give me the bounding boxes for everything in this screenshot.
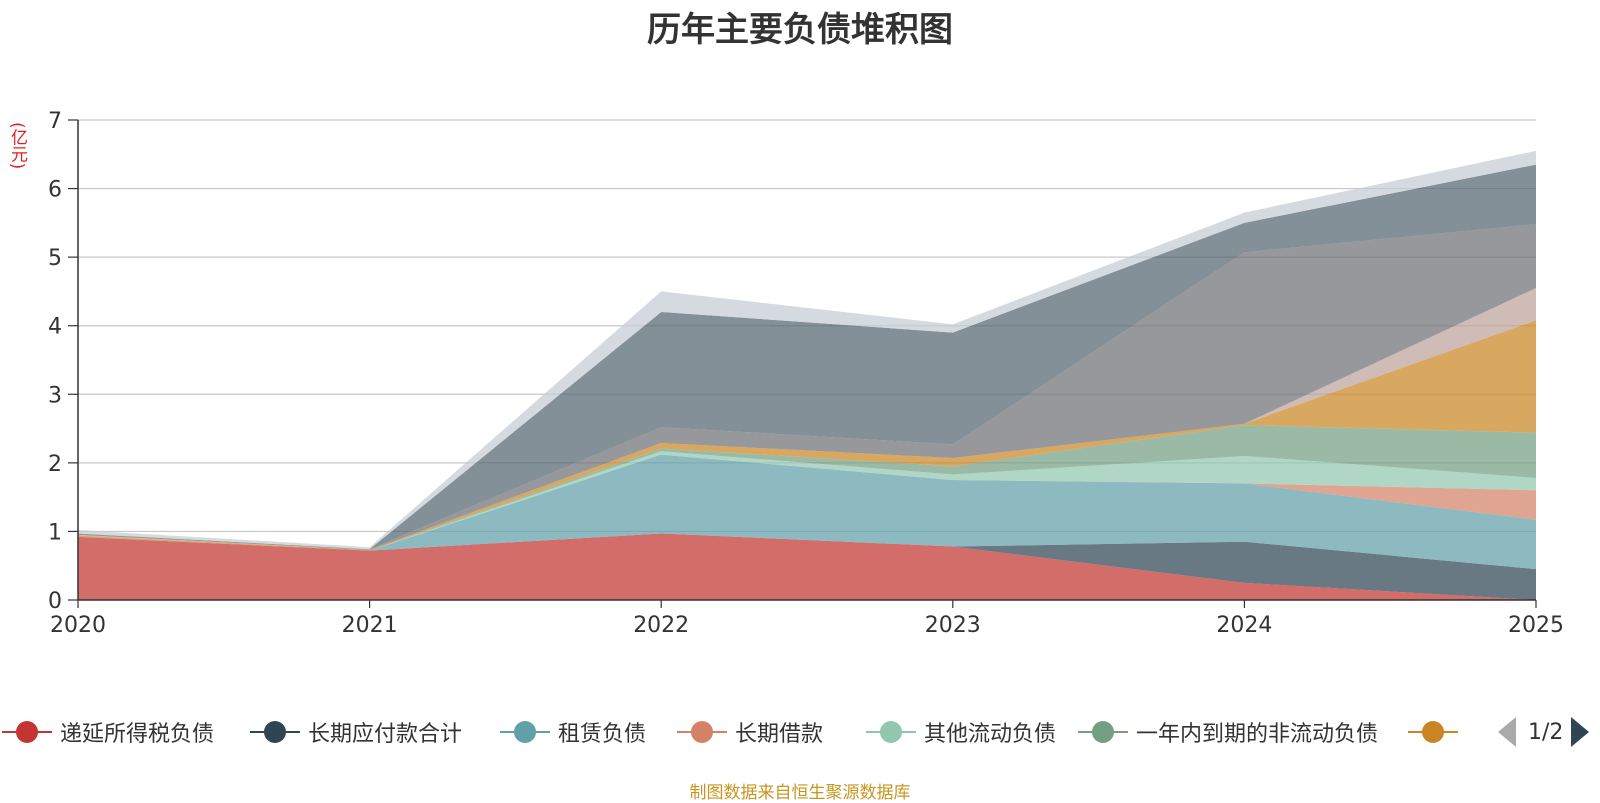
area-series: [78, 150, 1536, 600]
legend: 递延所得税负债 长期应付款合计 租赁负债 长期借款 其他流动负债 一年内到期的非流动负债: [0, 712, 1600, 752]
legend-dot-icon: [880, 721, 902, 743]
legend-label: 长期应付款合计: [308, 722, 463, 747]
legend-item-3[interactable]: 长期借款: [677, 712, 823, 752]
chart-title: 历年主要负债堆积图: [647, 10, 953, 50]
legend-label: 租赁负债: [558, 722, 647, 747]
y-axis-unit-label: (亿元): [7, 122, 27, 170]
area-series-10[interactable]: [78, 150, 1536, 550]
legend-marker-icon: [677, 712, 727, 752]
legend-item-0[interactable]: 递延所得税负债: [2, 712, 214, 752]
legend-label: 递延所得税负债: [60, 722, 215, 747]
y-tick-label: 7: [48, 109, 62, 134]
legend-prev-page-icon[interactable]: [1498, 717, 1516, 747]
legend-label: 一年内到期的非流动负债: [1136, 722, 1379, 747]
area-series-9[interactable]: [78, 164, 1536, 550]
legend-dot-icon: [16, 721, 38, 743]
legend-label: 其他流动负债: [924, 722, 1057, 747]
legend-dot-icon: [1422, 721, 1444, 743]
y-tick-label: 4: [48, 315, 62, 340]
area-series-1[interactable]: [78, 533, 1536, 600]
y-tick-label: 0: [48, 589, 62, 614]
area-series-0[interactable]: [78, 533, 1536, 600]
legend-dot-icon: [514, 721, 536, 743]
chart-plot: 0 1 2 3 4 5 6 7 2020 2021 2022 2023 2024 2025: [48, 109, 1564, 638]
legend-item-1[interactable]: 长期应付款合计: [250, 712, 462, 752]
y-tick-label: 1: [48, 520, 62, 545]
axes: [68, 119, 1537, 608]
area-series-5[interactable]: [78, 425, 1536, 551]
legend-dot-icon: [1092, 721, 1114, 743]
legend-dot-icon: [691, 721, 713, 743]
y-tick-label: 2: [48, 452, 62, 477]
area-series-8[interactable]: [78, 224, 1536, 550]
data-source-note: 制图数据来自恒生聚源数据库: [689, 783, 911, 803]
y-tick-label: 5: [48, 246, 62, 271]
legend-item-4[interactable]: 其他流动负债: [866, 712, 1056, 752]
x-tick-label: 2020: [50, 613, 106, 638]
legend-marker-icon: [500, 712, 550, 752]
legend-page-indicator: 1/2: [1528, 719, 1564, 745]
legend-label: 长期借款: [735, 722, 824, 747]
x-tick-label: 2024: [1216, 613, 1272, 638]
legend-marker-icon: [1408, 712, 1458, 752]
legend-next-page-icon[interactable]: [1571, 717, 1590, 747]
x-tick-label: 2025: [1508, 613, 1564, 638]
area-series-4[interactable]: [78, 451, 1536, 551]
x-tick-label: 2022: [633, 613, 689, 638]
legend-marker-icon: [866, 712, 916, 752]
x-tick-label: 2021: [342, 613, 398, 638]
legend-item-5[interactable]: 一年内到期的非流动负债: [1078, 712, 1378, 752]
x-tick-label: 2023: [925, 613, 981, 638]
tick-labels: 0 1 2 3 4 5 6 7 2020 2021 2022 2023 2024 2025: [48, 109, 1564, 638]
area-series-2[interactable]: [78, 454, 1536, 570]
y-tick-label: 6: [48, 178, 62, 203]
legend-marker-icon: [2, 712, 52, 752]
y-tick-label: 3: [48, 383, 62, 408]
legend-item-6[interactable]: [1408, 712, 1458, 752]
legend-marker-icon: [250, 712, 300, 752]
legend-item-2[interactable]: 租赁负债: [500, 712, 646, 752]
legend-dot-icon: [264, 721, 286, 743]
legend-marker-icon: [1078, 712, 1128, 752]
legend-pager: 1/2: [1498, 712, 1590, 752]
